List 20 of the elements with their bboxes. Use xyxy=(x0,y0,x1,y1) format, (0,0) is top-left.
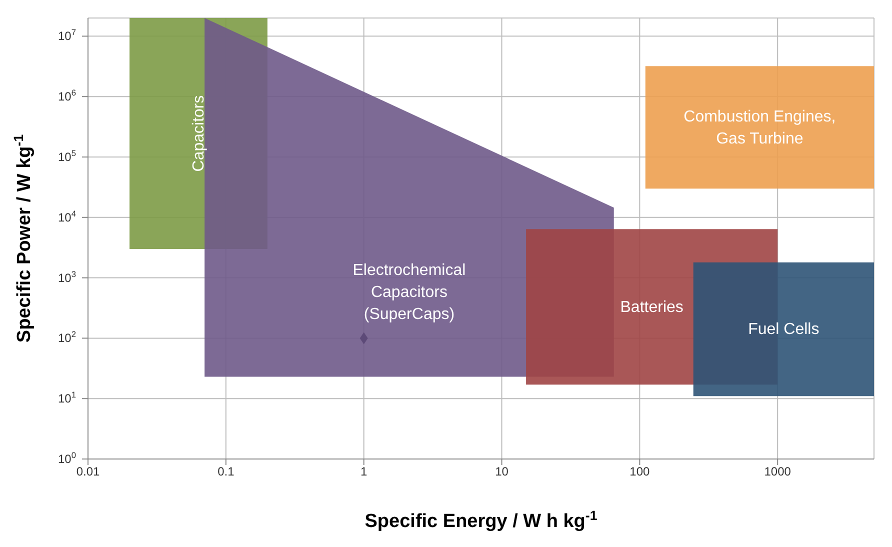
x-tick-label: 100 xyxy=(630,464,650,479)
y-tick-label: 10$^{1}$ xyxy=(58,390,76,406)
y-tick-label: 10$^{0}$ xyxy=(58,450,76,466)
y-tick-label: 10$^{2}$ xyxy=(58,329,76,346)
series-label: Fuel Cells xyxy=(748,321,820,338)
y-tick-label: 10$^{6}$ xyxy=(58,88,76,104)
x-tick-label: 1 xyxy=(360,464,368,479)
series-label: Batteries xyxy=(620,298,684,316)
x-tick-label: 10 xyxy=(495,464,509,479)
x-tick-label: 1000 xyxy=(764,464,792,479)
y-tick-label: 10$^{3}$ xyxy=(58,268,76,285)
series-label: Capacitors xyxy=(190,95,208,172)
y-tick-label: 10$^{7}$ xyxy=(58,27,76,44)
x-axis-title: Specific Energy / W h kg$^{-1}$ xyxy=(364,508,598,532)
series-label: Combustion Engines, Gas Turbine xyxy=(684,108,836,148)
series-label: Electrochemical Capacitors (SuperCaps) xyxy=(352,262,466,324)
y-tick-label: 10$^{4}$ xyxy=(58,208,76,224)
x-tick-label: 0.1 xyxy=(218,464,235,479)
y-tick-label: 10$^{5}$ xyxy=(58,148,76,164)
x-tick-label: 0.01 xyxy=(76,464,100,479)
